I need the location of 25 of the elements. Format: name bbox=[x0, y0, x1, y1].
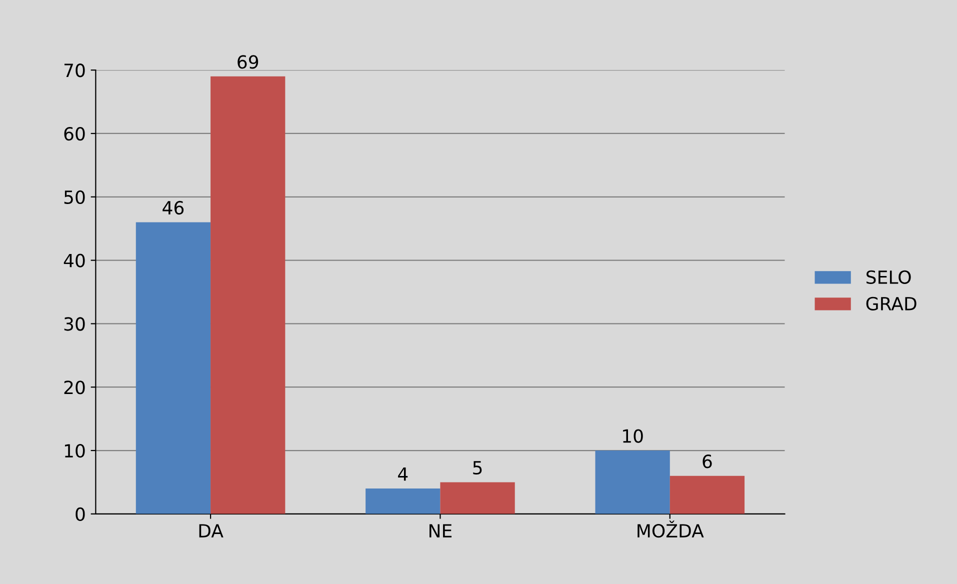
y-tick-label: 10 bbox=[64, 444, 85, 458]
y-tick-label: 60 bbox=[64, 126, 85, 141]
x-tick-label: NE bbox=[430, 524, 452, 538]
x-tick-label: DA bbox=[199, 524, 224, 538]
data-label: 46 bbox=[162, 200, 184, 215]
y-tick-label: 50 bbox=[64, 190, 85, 204]
y-tick-label: 40 bbox=[64, 254, 85, 268]
data-label: 4 bbox=[398, 467, 408, 481]
y-tick-label: 0 bbox=[76, 507, 85, 522]
y-tick-label: 30 bbox=[64, 317, 85, 331]
bar bbox=[670, 476, 745, 514]
data-label: 69 bbox=[238, 55, 258, 69]
x-tick-label: MOŽDA bbox=[638, 520, 704, 538]
bar bbox=[440, 482, 515, 514]
y-tick-label: 20 bbox=[64, 380, 85, 394]
data-label: 5 bbox=[473, 461, 482, 475]
bar bbox=[595, 450, 670, 514]
bar bbox=[366, 488, 440, 514]
y-tick-label: 70 bbox=[64, 64, 85, 78]
data-label: 10 bbox=[623, 429, 643, 443]
legend-label: SELO bbox=[866, 270, 911, 284]
bar bbox=[210, 76, 286, 514]
data-label: 6 bbox=[702, 454, 712, 468]
legend-label: GRAD bbox=[866, 296, 916, 310]
bar bbox=[136, 222, 211, 514]
